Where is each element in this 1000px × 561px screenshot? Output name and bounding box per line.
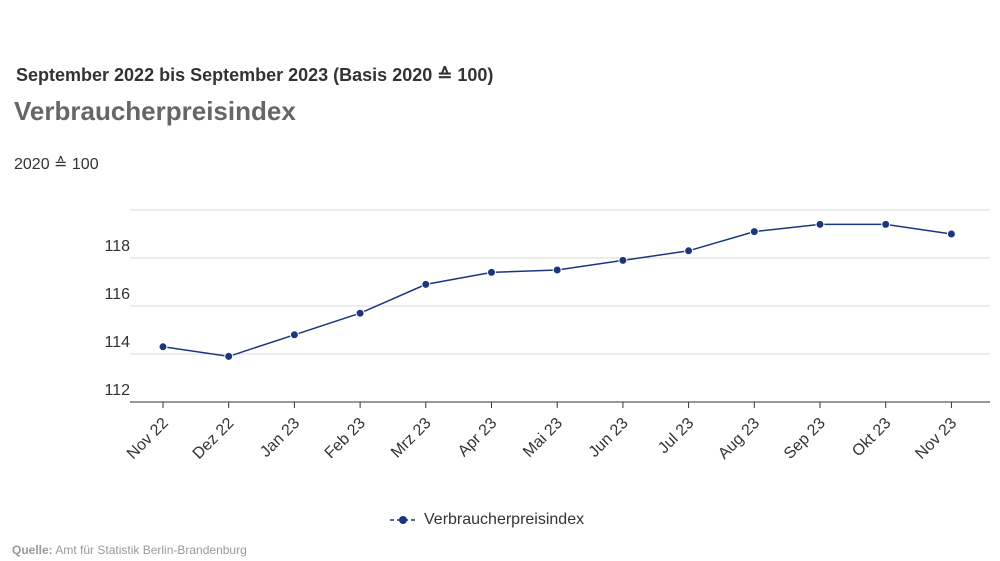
data-point (684, 246, 694, 256)
x-tick-label: Mrz 23 (388, 415, 435, 462)
source-label: Quelle: (12, 543, 53, 557)
data-point (946, 229, 956, 239)
y-tick-label: 118 (104, 238, 130, 255)
source-text: Amt für Statistik Berlin-Brandenburg (55, 543, 247, 557)
y-axis-unit-label: 2020 ≙ 100 (14, 156, 99, 173)
x-tick-label: Jul 23 (655, 415, 697, 457)
x-tick-label: Nov 23 (912, 415, 960, 463)
data-point (289, 330, 299, 340)
x-tick-label: Okt 23 (849, 415, 894, 460)
source-note: Quelle: Amt für Statistik Berlin-Branden… (12, 543, 247, 557)
data-point (355, 308, 365, 318)
x-tick-label: Aug 23 (715, 415, 763, 463)
data-point (158, 342, 168, 352)
data-point (749, 227, 759, 237)
legend[interactable]: Verbraucherpreisindex (388, 511, 584, 529)
data-point (815, 219, 825, 229)
x-tick-label: Mai 23 (520, 415, 566, 461)
x-tick-label: Apr 23 (455, 415, 500, 460)
y-tick-label: 116 (104, 286, 130, 303)
x-tick-label: Sep 23 (781, 415, 829, 463)
data-point (881, 219, 891, 229)
line-chart: 112 114 116 118 Nov 22 Dez 22 Jan 23 Feb 23 Mrz … (104, 209, 990, 463)
x-tick-label: Dez 22 (190, 415, 238, 463)
x-tick-label: Jun 23 (586, 415, 632, 461)
y-tick-label: 112 (104, 382, 130, 399)
data-point (421, 279, 431, 289)
x-tick-label: Nov 22 (124, 415, 172, 463)
legend-label: Verbraucherpreisindex (424, 511, 585, 528)
legend-marker-icon (390, 516, 416, 524)
x-tick-label: Feb 23 (322, 415, 369, 462)
data-point (224, 351, 234, 361)
data-point (487, 267, 496, 277)
x-tick-label: Jan 23 (257, 415, 303, 461)
series-line (162, 223, 952, 358)
data-point (552, 265, 562, 275)
y-tick-label: 114 (104, 334, 130, 351)
chart-title: Verbraucherpreisindex (14, 96, 296, 126)
chart-subtitle: September 2022 bis September 2023 (Basis… (16, 65, 494, 85)
data-point (618, 255, 628, 265)
